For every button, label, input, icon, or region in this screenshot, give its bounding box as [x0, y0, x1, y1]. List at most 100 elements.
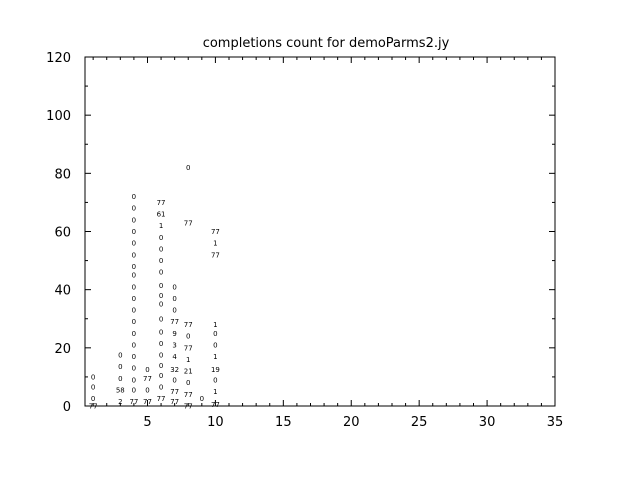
point-label: 61 [157, 211, 166, 219]
point-label: 0 [159, 315, 163, 323]
point-label: 0 [186, 333, 190, 341]
point-label: 0 [132, 318, 136, 326]
point-label: 0 [159, 234, 163, 242]
point-label: 0 [159, 257, 163, 265]
point-label: 77 [89, 403, 98, 411]
y-tick-label: 0 [63, 400, 71, 415]
point-label: 1 [213, 388, 217, 396]
point-label: 0 [159, 269, 163, 277]
point-label: 0 [118, 375, 122, 383]
point-label: 1 [213, 353, 217, 361]
point-label: 0 [186, 164, 190, 172]
chart-title: completions count for demoParms2.jy [203, 36, 450, 51]
point-label: 77 [170, 398, 179, 406]
point-label: 77 [157, 199, 166, 207]
point-label: 0 [132, 272, 136, 280]
x-tick-label: 5 [143, 415, 151, 430]
point-label: 0 [132, 330, 136, 338]
y-tick-label: 20 [54, 342, 71, 357]
point-label: 0 [213, 330, 217, 338]
point-label: 1 [159, 222, 163, 230]
point-label: 0 [145, 387, 149, 395]
point-label: 0 [132, 295, 136, 303]
point-label: 0 [118, 363, 122, 371]
point-label: 77 [211, 251, 220, 259]
x-tick-label: 30 [479, 415, 496, 430]
point-label: 0 [132, 205, 136, 213]
point-label: 0 [159, 372, 163, 380]
point-label: 0 [132, 193, 136, 201]
point-label: 0 [213, 341, 217, 349]
point-label: 0 [213, 376, 217, 384]
point-label: 77 [184, 321, 193, 329]
point-label: 32 [170, 366, 179, 374]
point-label: 0 [132, 263, 136, 271]
point-label: 0 [132, 353, 136, 361]
point-label: 0 [186, 379, 190, 387]
point-label: 0 [159, 362, 163, 370]
point-label: 58 [116, 387, 125, 395]
point-label: 77 [129, 398, 138, 406]
y-tick-label: 100 [46, 109, 71, 124]
point-label: 77 [184, 403, 193, 411]
point-label: 0 [132, 251, 136, 259]
point-label: 0 [172, 376, 176, 384]
point-label: 1 [213, 321, 217, 329]
point-label: 0 [91, 395, 95, 403]
y-tick-label: 60 [54, 226, 71, 241]
point-label: 77 [143, 375, 152, 383]
point-label: 0 [172, 307, 176, 315]
point-label: 19 [211, 366, 220, 374]
point-label: 0 [200, 395, 204, 403]
x-tick-label: 25 [411, 415, 428, 430]
y-tick-label: 40 [54, 284, 71, 299]
point-label: 77 [170, 388, 179, 396]
point-label: 0 [132, 365, 136, 373]
point-label: 0 [172, 295, 176, 303]
point-label: 1 [213, 240, 217, 248]
x-tick-label: 10 [207, 415, 224, 430]
y-tick-label: 120 [46, 51, 71, 66]
point-label: 77 [211, 228, 220, 236]
point-label: 0 [132, 216, 136, 224]
point-label: 0 [159, 340, 163, 348]
point-label: 0 [159, 328, 163, 336]
point-label: 0 [132, 376, 136, 384]
point-label: 0 [159, 292, 163, 300]
point-label: 0 [91, 384, 95, 392]
point-label: 0 [159, 282, 163, 290]
point-label: 77 [184, 219, 193, 227]
point-label: 0 [91, 373, 95, 381]
point-label: 77 [184, 344, 193, 352]
x-tick-label: 20 [343, 415, 360, 430]
point-label: 0 [159, 352, 163, 360]
point-label: 0 [145, 366, 149, 374]
point-label: 0 [132, 240, 136, 248]
point-label: 0 [132, 341, 136, 349]
point-label: 77 [211, 401, 220, 409]
point-label: 3 [172, 341, 176, 349]
x-tick-label: 15 [275, 415, 292, 430]
point-label: 77 [143, 398, 152, 406]
point-label: 0 [159, 301, 163, 309]
point-label: 2 [118, 398, 122, 406]
point-label: 77 [184, 391, 193, 399]
plot-frame [84, 56, 556, 407]
point-label: 0 [159, 384, 163, 392]
x-tick-label: 35 [547, 415, 564, 430]
point-label: 1 [186, 356, 190, 364]
point-label: 4 [172, 353, 177, 361]
point-label: 21 [184, 368, 193, 376]
point-label: 0 [159, 245, 163, 253]
point-label: 0 [132, 228, 136, 236]
point-label: 0 [172, 283, 176, 291]
point-label: 77 [170, 318, 179, 326]
point-label: 0 [118, 352, 122, 360]
point-label: 0 [132, 283, 136, 291]
y-tick-label: 80 [54, 167, 71, 182]
point-label: 9 [172, 330, 176, 338]
point-label: 0 [132, 387, 136, 395]
point-label: 0 [132, 307, 136, 315]
point-label: 77 [157, 395, 166, 403]
